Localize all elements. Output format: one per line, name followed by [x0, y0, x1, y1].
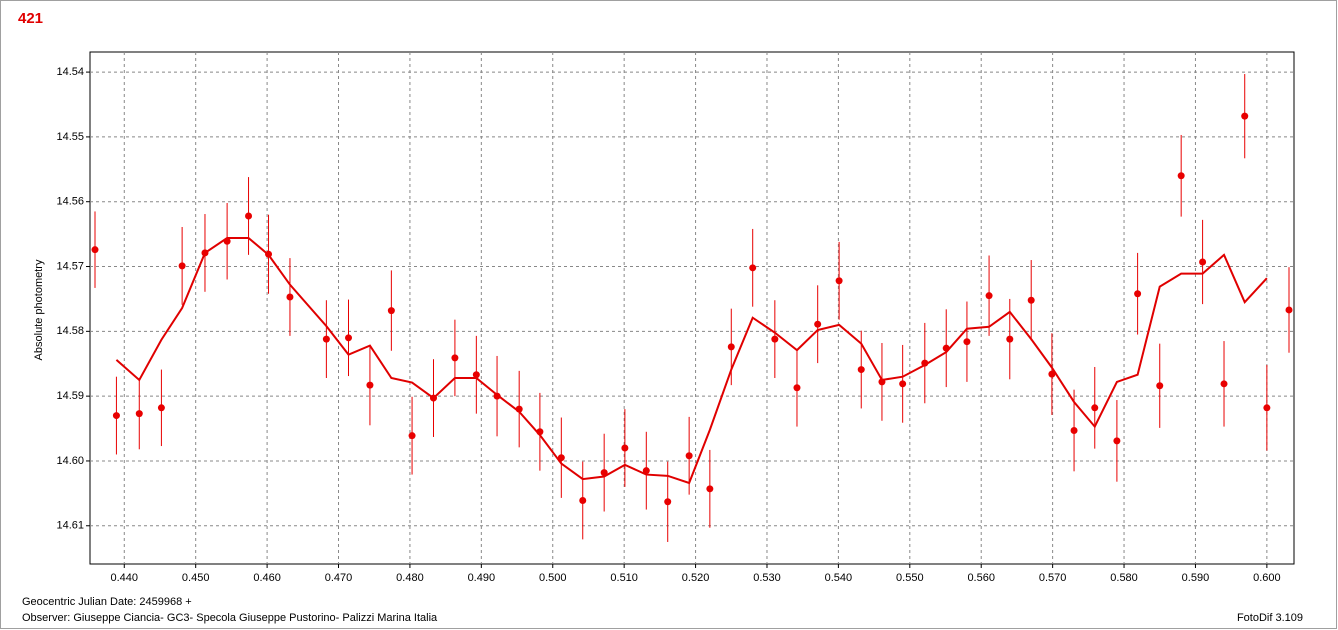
data-point — [878, 378, 886, 386]
x-tick-label: 0.510 — [610, 572, 638, 584]
chart-title: 421 — [18, 10, 43, 27]
x-tick-label: 0.550 — [896, 572, 924, 584]
x-tick-label: 0.450 — [182, 572, 210, 584]
x-tick-label: 0.600 — [1253, 572, 1281, 584]
data-point — [600, 469, 608, 477]
x-tick-label: 0.570 — [1039, 572, 1067, 584]
data-point — [963, 338, 971, 346]
y-tick-label: 14.58 — [56, 325, 84, 337]
x-tick-label: 0.540 — [825, 572, 853, 584]
data-point — [706, 485, 714, 493]
y-tick-label: 14.59 — [56, 390, 84, 402]
data-point — [245, 212, 253, 220]
x-tick-label: 0.460 — [253, 572, 281, 584]
data-point — [408, 432, 416, 440]
data-point — [265, 250, 273, 258]
data-point — [793, 384, 801, 392]
y-tick-label: 14.54 — [56, 66, 84, 78]
data-point — [493, 392, 501, 400]
data-point — [157, 404, 165, 412]
data-point — [1006, 335, 1014, 343]
data-point — [1177, 172, 1185, 180]
data-point — [942, 344, 950, 352]
data-point — [387, 307, 395, 315]
data-point — [366, 381, 374, 389]
data-point — [1091, 404, 1099, 412]
data-point — [178, 262, 186, 270]
data-point — [899, 380, 907, 388]
data-point — [557, 454, 565, 462]
observer: Observer: Giuseppe Ciancia- GC3- Specola… — [22, 612, 438, 624]
data-point — [135, 410, 143, 418]
x-tick-label: 0.490 — [468, 572, 496, 584]
data-point — [749, 264, 757, 272]
data-point — [1048, 370, 1056, 378]
y-tick-label: 14.60 — [56, 455, 84, 467]
data-point — [1263, 404, 1271, 412]
y-tick-label: 14.56 — [56, 196, 84, 208]
x-tick-label: 0.520 — [682, 572, 710, 584]
data-point — [685, 452, 693, 460]
software: FotoDif 3.109 — [1237, 612, 1303, 624]
data-point — [814, 320, 822, 328]
x-tick-label: 0.560 — [967, 572, 995, 584]
data-point — [223, 237, 231, 245]
data-point — [536, 428, 544, 436]
data-point — [1220, 380, 1228, 388]
x-tick-label: 0.480 — [396, 572, 424, 584]
data-point — [112, 412, 120, 420]
x-tick-label: 0.580 — [1110, 572, 1138, 584]
x-tick-label: 0.470 — [325, 572, 353, 584]
data-point — [835, 277, 843, 285]
y-tick-label: 14.57 — [56, 260, 84, 272]
data-point — [727, 343, 735, 351]
data-point — [771, 335, 779, 343]
data-point — [642, 467, 650, 475]
data-point — [1070, 426, 1078, 434]
data-point — [515, 405, 523, 413]
data-point — [1113, 437, 1121, 445]
data-point — [345, 334, 353, 342]
data-point — [451, 354, 459, 362]
data-point — [1156, 382, 1164, 390]
data-point — [201, 249, 209, 257]
data-point — [1241, 112, 1249, 120]
data-point — [1199, 258, 1207, 266]
data-point — [1027, 296, 1035, 304]
data-point — [579, 496, 587, 504]
x-tick-label: 0.530 — [753, 572, 781, 584]
data-point — [322, 335, 330, 343]
data-point — [1134, 290, 1142, 298]
data-point — [429, 394, 437, 402]
model-line — [115, 237, 1268, 485]
x-tick-label: 0.590 — [1182, 572, 1210, 584]
x-tick-label: 0.440 — [111, 572, 139, 584]
plot-area — [89, 51, 1295, 565]
y-tick-label: 14.61 — [56, 520, 84, 532]
y-axis-label: Absolute photometry — [33, 259, 45, 360]
data-point — [472, 371, 480, 379]
data-point — [921, 359, 929, 367]
y-tick-label: 14.55 — [56, 131, 84, 143]
data-point — [91, 246, 99, 254]
x-tick-label: 0.500 — [539, 572, 567, 584]
data-point — [664, 498, 672, 506]
data-point — [857, 366, 865, 374]
data-point — [286, 293, 294, 301]
data-point — [1285, 306, 1293, 314]
data-point — [621, 444, 629, 452]
data-point — [985, 292, 993, 300]
x-axis-label: Geocentric Julian Date: 2459968 + — [22, 596, 192, 608]
